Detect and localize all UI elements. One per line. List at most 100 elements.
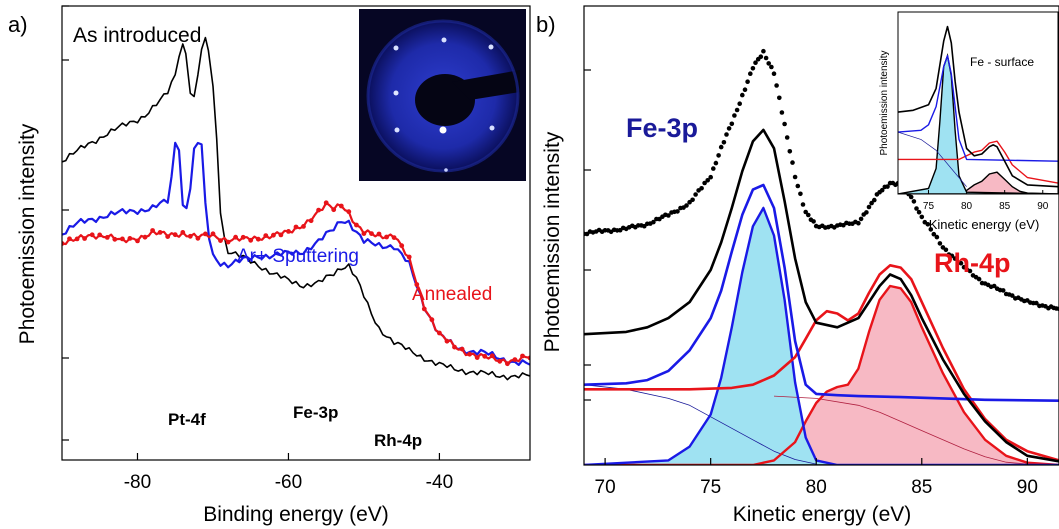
measured-point (925, 222, 931, 227)
annealed-point (361, 231, 367, 237)
panel-b: b) 70 75 80 85 90 Photoemission intensity Ki… (536, 5, 1059, 526)
panel-a-ylabel: Photoemission intensity (16, 123, 39, 344)
annealed-point (308, 218, 314, 224)
annealed-point (233, 234, 239, 240)
rh-envelope-line (584, 263, 1059, 462)
x-tick-label: -40 (426, 472, 453, 493)
annealed-point (384, 234, 389, 240)
measured-point (745, 79, 750, 84)
annealed-point (497, 358, 503, 364)
inset-fe-background (898, 131, 967, 187)
measured-point (761, 48, 766, 54)
measured-point (740, 92, 745, 98)
annotation-as-introduced: As introduced (73, 24, 201, 47)
x-tick-label: 70 (595, 477, 616, 498)
annealed-point (301, 224, 306, 229)
annealed-point (210, 231, 216, 237)
measured-point (803, 209, 808, 215)
inset-envelope (898, 25, 1058, 188)
measured-point (806, 212, 811, 218)
annealed-point (489, 353, 495, 359)
measured-point (699, 186, 704, 191)
annealed-point (338, 203, 344, 209)
x-tick-label: -60 (275, 472, 302, 493)
annealed-point (187, 233, 193, 239)
measured-point (928, 227, 934, 232)
measured-point (690, 197, 695, 203)
fe-component-line (584, 206, 1059, 465)
measured-point (766, 61, 771, 66)
annealed-point (240, 234, 246, 240)
annealed-point (406, 254, 412, 260)
panel-b-x-ticks: 70 75 80 85 90 (595, 458, 1038, 498)
annealed-point (104, 235, 110, 240)
annealed-point (346, 209, 352, 215)
measured-point (864, 210, 869, 215)
measured-point (911, 199, 917, 204)
annealed-point (157, 230, 163, 235)
annealed-point (459, 346, 465, 352)
measured-point (666, 213, 671, 218)
inset-frame (897, 11, 1059, 195)
measured-point (779, 110, 785, 115)
inset-x-tick-label: 90 (1037, 201, 1049, 212)
measured-point (858, 216, 864, 222)
annealed-point (414, 282, 420, 287)
panel-a-plot (62, 36, 530, 381)
measured-point (742, 87, 748, 92)
measured-point (885, 184, 890, 189)
annealed-point (512, 357, 518, 362)
measured-point (934, 234, 940, 240)
annealed-point (165, 234, 171, 240)
measured-point (702, 180, 707, 186)
inset-chart: 75 80 85 90 Photoemission intensity Kinetic… (879, 11, 1059, 232)
annotation-rh4p-a: Rh-4p (374, 431, 422, 450)
annealed-point (421, 306, 427, 312)
inset-x-ticks: 75 80 85 90 (923, 190, 1049, 212)
annealed-point (452, 344, 457, 350)
annealed-point (376, 231, 382, 237)
measured-point (651, 219, 656, 225)
panel-a: a) -80 -60 -40 Photoemission intensity Bin… (8, 5, 531, 526)
measured-point (1000, 288, 1006, 293)
inset-x-tick-label: 75 (923, 201, 935, 212)
annotation-fe3p-b: Fe-3p (626, 113, 698, 143)
measured-point (869, 200, 874, 206)
annealed-point (369, 231, 374, 237)
annealed-point (82, 236, 87, 241)
measured-point (758, 54, 764, 59)
annotation-fe3p-a: Fe-3p (293, 403, 338, 422)
measured-point (734, 107, 740, 113)
annotation-annealed: Annealed (412, 284, 492, 305)
measured-point (774, 83, 779, 88)
measured-point (693, 192, 698, 197)
annealed-point (474, 355, 480, 360)
annealed-point (482, 353, 488, 359)
rh-component-line (584, 284, 1059, 465)
annealed-point (180, 230, 186, 235)
measured-point (811, 219, 816, 224)
annealed-point (255, 236, 261, 242)
measured-point (708, 174, 713, 180)
measured-point (856, 220, 861, 226)
annealed-point (271, 232, 276, 238)
measured-point (914, 206, 919, 211)
inset-rh-envelope (898, 140, 1058, 184)
annotation-rh4p-b: Rh-4p (934, 248, 1011, 278)
measured-point (908, 194, 914, 200)
measured-point (771, 71, 777, 76)
measured-point (1010, 293, 1015, 298)
annealed-point (195, 235, 201, 241)
annealed-point (278, 232, 284, 238)
annealed-point (97, 232, 103, 238)
x-tick-label: -80 (124, 472, 151, 493)
inset-fe-envelope (898, 55, 1058, 162)
leed-pattern-image (359, 9, 526, 181)
fe-background-line (584, 384, 817, 465)
inset-x-tick-label: 80 (961, 201, 973, 212)
inset-annotation: Fe - surface (970, 55, 1034, 69)
panel-b-xlabel: Kinetic energy (eV) (733, 503, 912, 526)
measured-point (949, 253, 955, 259)
x-tick-label: 75 (700, 477, 721, 498)
annealed-point (112, 236, 118, 242)
